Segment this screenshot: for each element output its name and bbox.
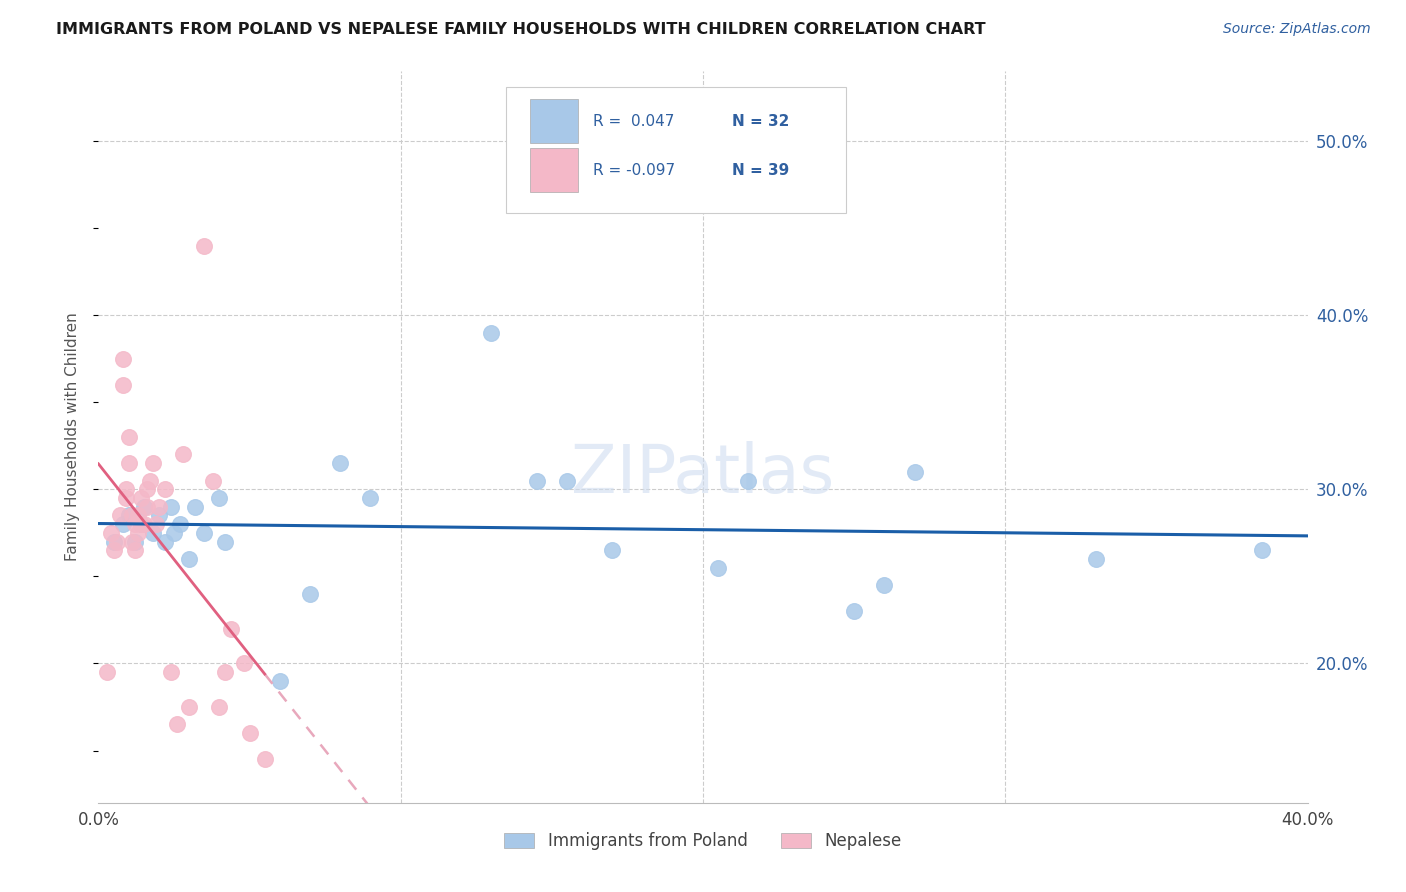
Point: [239, 726, 262, 740]
Text: ZIPatlas: ZIPatlas: [571, 441, 835, 507]
Point: [737, 474, 759, 488]
Point: [202, 474, 225, 488]
Point: [124, 534, 146, 549]
Point: [184, 500, 207, 514]
Point: [707, 560, 730, 574]
Point: [100, 525, 122, 540]
Point: [166, 717, 188, 731]
Point: [160, 665, 183, 680]
Point: [121, 508, 143, 523]
Point: [129, 517, 152, 532]
Point: [873, 578, 896, 592]
Text: IMMIGRANTS FROM POLAND VS NEPALESE FAMILY HOUSEHOLDS WITH CHILDREN CORRELATION C: IMMIGRANTS FROM POLAND VS NEPALESE FAMIL…: [56, 22, 986, 37]
Point: [214, 534, 236, 549]
Point: [193, 525, 215, 540]
Point: [142, 456, 165, 470]
Point: [169, 517, 191, 532]
Point: [1085, 552, 1108, 566]
Point: [232, 657, 254, 671]
Point: [121, 534, 143, 549]
Point: [329, 456, 352, 470]
Point: [163, 525, 186, 540]
Point: [269, 673, 291, 688]
Y-axis label: Family Households with Children: Family Households with Children: [65, 313, 80, 561]
Point: [214, 665, 236, 680]
Point: [129, 517, 152, 532]
Point: [904, 465, 927, 479]
FancyBboxPatch shape: [530, 99, 578, 143]
Point: [179, 552, 201, 566]
Point: [111, 377, 134, 392]
Point: [555, 474, 578, 488]
Point: [148, 508, 170, 523]
Point: [172, 448, 194, 462]
Point: [135, 483, 157, 497]
Point: [96, 665, 118, 680]
Point: [179, 700, 201, 714]
Text: N = 39: N = 39: [733, 162, 789, 178]
Point: [208, 700, 231, 714]
Point: [118, 508, 141, 523]
Point: [105, 534, 128, 549]
Point: [299, 587, 322, 601]
Point: [208, 491, 231, 505]
Point: [124, 543, 146, 558]
Text: R =  0.047: R = 0.047: [593, 113, 675, 128]
FancyBboxPatch shape: [530, 148, 578, 192]
Point: [111, 517, 134, 532]
Point: [602, 543, 624, 558]
Legend: Immigrants from Poland, Nepalese: Immigrants from Poland, Nepalese: [498, 825, 908, 856]
Point: [253, 752, 276, 766]
Point: [142, 525, 165, 540]
Point: [129, 491, 152, 505]
Point: [526, 474, 548, 488]
Point: [103, 534, 125, 549]
Point: [153, 534, 176, 549]
Text: N = 32: N = 32: [733, 113, 789, 128]
Point: [360, 491, 382, 505]
Point: [135, 500, 157, 514]
Point: [153, 483, 176, 497]
Point: [118, 456, 141, 470]
Point: [132, 500, 155, 514]
Point: [148, 500, 170, 514]
FancyBboxPatch shape: [506, 87, 845, 212]
Text: R = -0.097: R = -0.097: [593, 162, 675, 178]
Point: [114, 483, 136, 497]
Point: [145, 517, 167, 532]
Point: [221, 622, 243, 636]
Point: [481, 326, 503, 340]
Point: [139, 474, 162, 488]
Point: [118, 430, 141, 444]
Point: [103, 543, 125, 558]
Point: [127, 508, 149, 523]
Point: [132, 517, 155, 532]
Point: [1251, 543, 1274, 558]
Point: [127, 525, 149, 540]
Point: [193, 238, 215, 252]
Point: [844, 604, 866, 618]
Point: [114, 491, 136, 505]
Point: [111, 351, 134, 366]
Text: Source: ZipAtlas.com: Source: ZipAtlas.com: [1223, 22, 1371, 37]
Point: [124, 517, 146, 532]
Point: [160, 500, 183, 514]
Point: [108, 508, 131, 523]
